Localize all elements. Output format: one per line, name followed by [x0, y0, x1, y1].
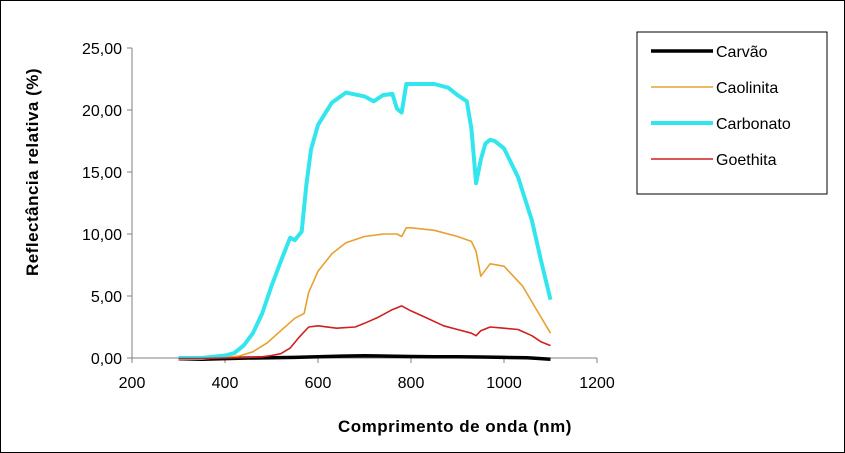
y-tick-label: 0,00: [91, 351, 122, 368]
legend: Carvão Caolinita Carbonato Goethita: [636, 31, 828, 195]
series-line-3: [178, 82, 553, 360]
legend-label-3: Carbonato: [716, 116, 791, 133]
y-tick-label: 15,00: [82, 165, 122, 182]
series-line-2: [178, 227, 552, 359]
series-line-4: [178, 305, 551, 360]
y-tick-label: 10,00: [82, 227, 122, 244]
x-tick-label: 800: [398, 375, 425, 392]
x-ticks: 200 400 600 800 1000 1200: [119, 358, 615, 392]
legend-label-4: Goethita: [716, 152, 777, 169]
legend-label-2: Caolinita: [716, 80, 778, 97]
y-tick-label: 20,00: [82, 103, 122, 120]
x-tick-label: 1000: [486, 375, 522, 392]
y-ticks: 0,00 5,00 10,00 15,00 20,00 25,00: [82, 41, 132, 368]
legend-box: [636, 31, 828, 195]
x-tick-label: 400: [212, 375, 239, 392]
x-tick-label: 1200: [579, 375, 615, 392]
legend-label-1: Carvão: [716, 44, 768, 61]
x-axis-title: Comprimento de onda (nm): [338, 417, 572, 436]
y-tick-label: 5,00: [91, 289, 122, 306]
y-tick-label: 25,00: [82, 41, 122, 58]
y-axis-title: Reflectância relativa (%): [23, 68, 42, 276]
x-tick-label: 200: [119, 375, 146, 392]
x-tick-label: 600: [305, 375, 332, 392]
series-lines: [178, 82, 553, 361]
